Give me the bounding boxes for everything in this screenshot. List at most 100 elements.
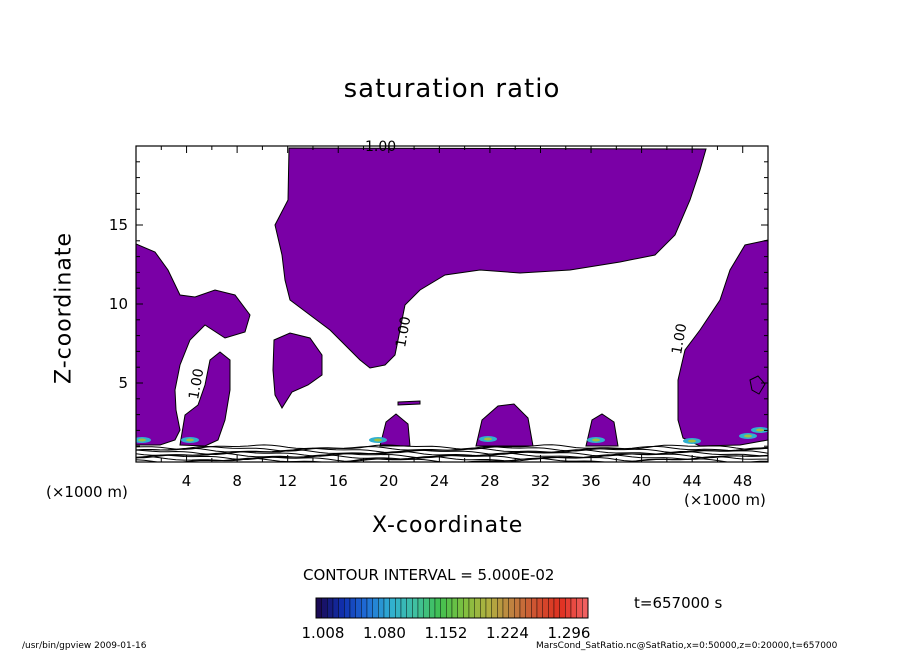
colorbar-tick-label: 1.296 <box>548 624 591 642</box>
x-tick-label: 8 <box>232 472 242 490</box>
y-tick-label: 15 <box>109 216 128 234</box>
surface-contour-line <box>136 444 768 450</box>
contour-label-text: 1.00 <box>186 367 207 400</box>
colorbar-swatch <box>389 597 396 619</box>
time-label: t=657000 s <box>634 594 723 612</box>
colorbar-swatch <box>355 597 362 619</box>
high-saturation-core <box>374 438 382 442</box>
colorbar-swatch <box>525 597 532 619</box>
supersaturated-region <box>179 351 231 447</box>
high-saturation-core <box>484 437 492 441</box>
colorbar-swatch <box>474 597 481 619</box>
chart-title: saturation ratio <box>343 74 561 104</box>
x-tick-label: 28 <box>480 472 499 490</box>
colorbar-swatch <box>457 597 464 619</box>
colorbar-swatch <box>565 597 572 619</box>
colorbar-swatch <box>321 597 328 619</box>
colorbar-swatch <box>536 597 543 619</box>
contour-interval-text: CONTOUR INTERVAL = 5.000E-02 <box>303 566 555 584</box>
high-saturation-core <box>744 434 752 438</box>
colorbar-swatch <box>378 597 385 619</box>
x-tick-label: 12 <box>278 472 297 490</box>
colorbar-swatch <box>423 597 430 619</box>
high-saturation-core <box>592 438 600 442</box>
supersaturated-region <box>397 400 421 406</box>
high-saturation-core <box>138 438 146 442</box>
x-tick-label: 24 <box>430 472 449 490</box>
colorbar-swatch <box>372 597 379 619</box>
colorbar-swatch <box>570 597 577 619</box>
colorbar: 1.008 1.080 1.152 1.224 1.296 <box>302 597 591 642</box>
colorbar-swatch <box>417 597 424 619</box>
colorbar-swatch <box>440 597 447 619</box>
surface-contour-line <box>136 457 768 462</box>
colorbar-swatch <box>406 597 413 619</box>
contour-label-text: 1.00 <box>365 139 396 155</box>
colorbar-swatch <box>559 597 566 619</box>
high-saturation-core <box>186 438 194 442</box>
y-tick-label: 5 <box>118 374 128 392</box>
colorbar-tick-label: 1.080 <box>363 624 406 642</box>
colorbar-swatch <box>332 597 339 619</box>
colorbar-swatch <box>514 597 521 619</box>
footer-program-date: /usr/bin/gpview 2009-01-16 <box>22 641 147 651</box>
high-saturation-core <box>756 428 764 432</box>
colorbar-swatch <box>338 597 345 619</box>
colorbar-swatch <box>519 597 526 619</box>
colorbar-swatch <box>315 597 322 619</box>
colorbar-swatch <box>446 597 453 619</box>
footer-data-source: MarsCond_SatRatio.nc@SatRatio,x=0:50000,… <box>536 641 838 651</box>
surface-contour-line <box>136 445 768 452</box>
contour-label-text: 1.00 <box>393 315 414 348</box>
colorbar-swatch <box>344 597 351 619</box>
colorbar-swatch <box>361 597 368 619</box>
colorbar-swatch <box>429 597 436 619</box>
colorbar-swatch <box>434 597 441 619</box>
colorbar-swatch <box>468 597 475 619</box>
colorbar-tick-label: 1.008 <box>302 624 345 642</box>
colorbar-swatch <box>451 597 458 619</box>
y-axis-label: Z-coordinate <box>51 232 77 384</box>
colorbar-swatch <box>480 597 487 619</box>
colorbar-swatch <box>412 597 419 619</box>
colorbar-swatch <box>491 597 498 619</box>
colorbar-frame <box>315 597 589 619</box>
x-unit-label-right: (×1000 m) <box>684 491 766 509</box>
x-tick-label: 36 <box>581 472 600 490</box>
colorbar-swatch <box>463 597 470 619</box>
colorbar-swatch <box>383 597 390 619</box>
colorbar-tick-label: 1.152 <box>425 624 468 642</box>
colorbar-swatch <box>542 597 549 619</box>
colorbar-swatch <box>395 597 402 619</box>
colorbar-swatch <box>366 597 373 619</box>
colorbar-swatch <box>327 597 334 619</box>
x-tick-label: 20 <box>379 472 398 490</box>
supersaturated-region <box>136 243 251 446</box>
x-tick-label: 40 <box>632 472 651 490</box>
near-surface-contours <box>136 444 768 462</box>
contour-label-text: 1.00 <box>669 322 690 355</box>
supersaturated-region <box>677 239 768 447</box>
colorbar-swatch <box>531 597 538 619</box>
colorbar-swatch <box>497 597 504 619</box>
colorbar-swatch <box>349 597 356 619</box>
surface-contour-line <box>136 454 768 461</box>
y-tick-label: 10 <box>109 295 128 313</box>
colorbar-swatch <box>400 597 407 619</box>
colorbar-swatch <box>582 597 589 619</box>
supersaturated-regions <box>136 147 768 447</box>
colorbar-swatch <box>548 597 555 619</box>
x-axis-label: X-coordinate <box>372 513 524 538</box>
contour-labels: 1.00 1.00 1.00 1.00 <box>186 139 690 401</box>
supersaturated-region <box>749 375 766 395</box>
x-tick-label: 44 <box>683 472 702 490</box>
colorbar-tick-label: 1.224 <box>486 624 529 642</box>
colorbar-swatch <box>502 597 509 619</box>
colorbar-swatch <box>553 597 560 619</box>
x-unit-label-left: (×1000 m) <box>46 483 128 501</box>
x-tick-label: 16 <box>329 472 348 490</box>
surface-contour-line <box>136 450 768 457</box>
supersaturated-region <box>272 332 323 409</box>
